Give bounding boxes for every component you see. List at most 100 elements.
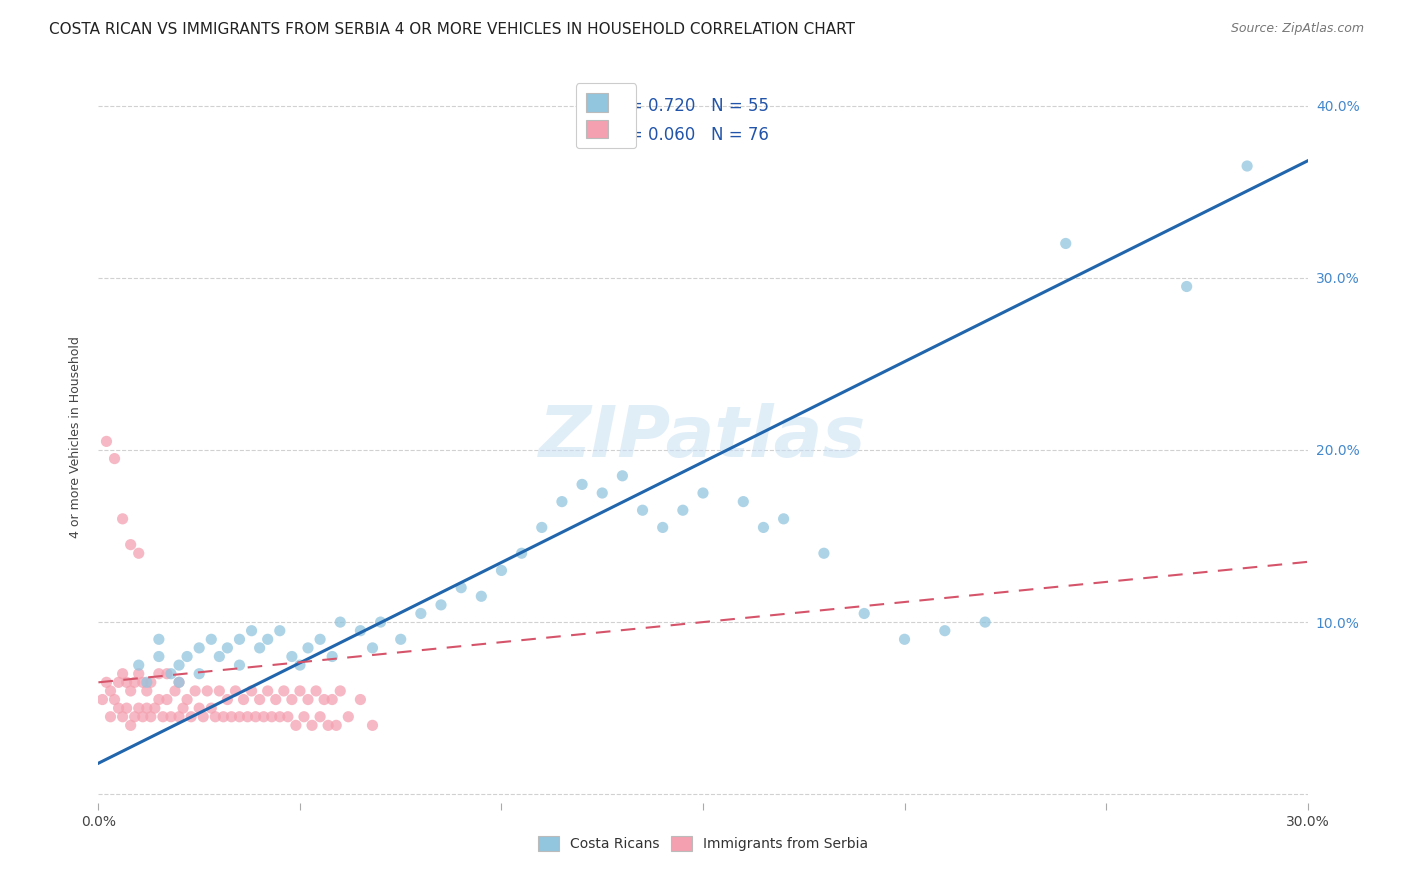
Legend: Costa Ricans, Immigrants from Serbia: Costa Ricans, Immigrants from Serbia: [531, 829, 875, 858]
Point: [240, 624, 263, 638]
Point: [148, 666, 170, 681]
Point: [1054, 236, 1077, 251]
Point: [156, 666, 179, 681]
Point: [249, 692, 271, 706]
Point: [277, 710, 299, 724]
Point: [249, 640, 271, 655]
Point: [156, 692, 179, 706]
Point: [217, 692, 239, 706]
Point: [245, 710, 267, 724]
Point: [176, 692, 198, 706]
Point: [288, 658, 311, 673]
Point: [152, 710, 174, 724]
Point: [772, 512, 794, 526]
Point: [124, 675, 146, 690]
Point: [200, 701, 222, 715]
Point: [309, 710, 332, 724]
Point: [253, 710, 276, 724]
Point: [188, 701, 211, 715]
Point: [264, 692, 287, 706]
Point: [143, 701, 166, 715]
Point: [284, 718, 307, 732]
Point: [111, 512, 134, 526]
Point: [813, 546, 835, 560]
Point: [193, 710, 215, 724]
Point: [281, 692, 304, 706]
Point: [491, 564, 513, 578]
Point: [361, 718, 384, 732]
Point: [111, 710, 134, 724]
Point: [221, 710, 243, 724]
Point: [224, 684, 246, 698]
Point: [204, 710, 226, 724]
Point: [128, 701, 150, 715]
Point: [176, 649, 198, 664]
Point: [853, 607, 876, 621]
Point: [934, 624, 956, 638]
Point: [115, 675, 138, 690]
Point: [301, 718, 323, 732]
Point: [148, 632, 170, 647]
Point: [974, 615, 997, 629]
Point: [132, 710, 155, 724]
Point: [160, 710, 183, 724]
Point: [228, 632, 250, 647]
Point: [128, 658, 150, 673]
Point: [430, 598, 453, 612]
Point: [309, 632, 332, 647]
Text: Source: ZipAtlas.com: Source: ZipAtlas.com: [1230, 22, 1364, 36]
Text: COSTA RICAN VS IMMIGRANTS FROM SERBIA 4 OR MORE VEHICLES IN HOUSEHOLD CORRELATIO: COSTA RICAN VS IMMIGRANTS FROM SERBIA 4 …: [49, 22, 855, 37]
Point: [591, 486, 613, 500]
Y-axis label: 4 or more Vehicles in Household: 4 or more Vehicles in Household: [69, 336, 83, 538]
Point: [409, 607, 432, 621]
Point: [329, 684, 352, 698]
Point: [305, 684, 328, 698]
Point: [370, 615, 392, 629]
Point: [163, 684, 186, 698]
Point: [195, 684, 218, 698]
Point: [135, 701, 157, 715]
Point: [100, 710, 122, 724]
Point: [571, 477, 593, 491]
Point: [139, 710, 162, 724]
Point: [273, 684, 295, 698]
Point: [510, 546, 533, 560]
Point: [115, 701, 138, 715]
Point: [180, 710, 202, 724]
Point: [167, 675, 190, 690]
Point: [256, 632, 278, 647]
Point: [160, 666, 183, 681]
Point: [124, 710, 146, 724]
Point: [314, 692, 336, 706]
Point: [107, 675, 129, 690]
Point: [631, 503, 654, 517]
Point: [172, 701, 194, 715]
Point: [120, 718, 142, 732]
Point: [260, 710, 283, 724]
Text: ZIPatlas: ZIPatlas: [540, 402, 866, 472]
Point: [232, 692, 254, 706]
Point: [240, 684, 263, 698]
Point: [188, 640, 211, 655]
Point: [337, 710, 360, 724]
Point: [450, 581, 472, 595]
Point: [297, 640, 319, 655]
Point: [135, 675, 157, 690]
Point: [107, 701, 129, 715]
Point: [135, 684, 157, 698]
Point: [361, 640, 384, 655]
Point: [329, 615, 352, 629]
Point: [148, 692, 170, 706]
Point: [208, 684, 231, 698]
Point: [292, 710, 315, 724]
Point: [212, 710, 235, 724]
Point: [228, 658, 250, 673]
Point: [103, 451, 125, 466]
Point: [120, 538, 142, 552]
Point: [389, 632, 412, 647]
Point: [184, 684, 207, 698]
Point: [349, 624, 371, 638]
Point: [256, 684, 278, 698]
Point: [200, 632, 222, 647]
Point: [551, 494, 574, 508]
